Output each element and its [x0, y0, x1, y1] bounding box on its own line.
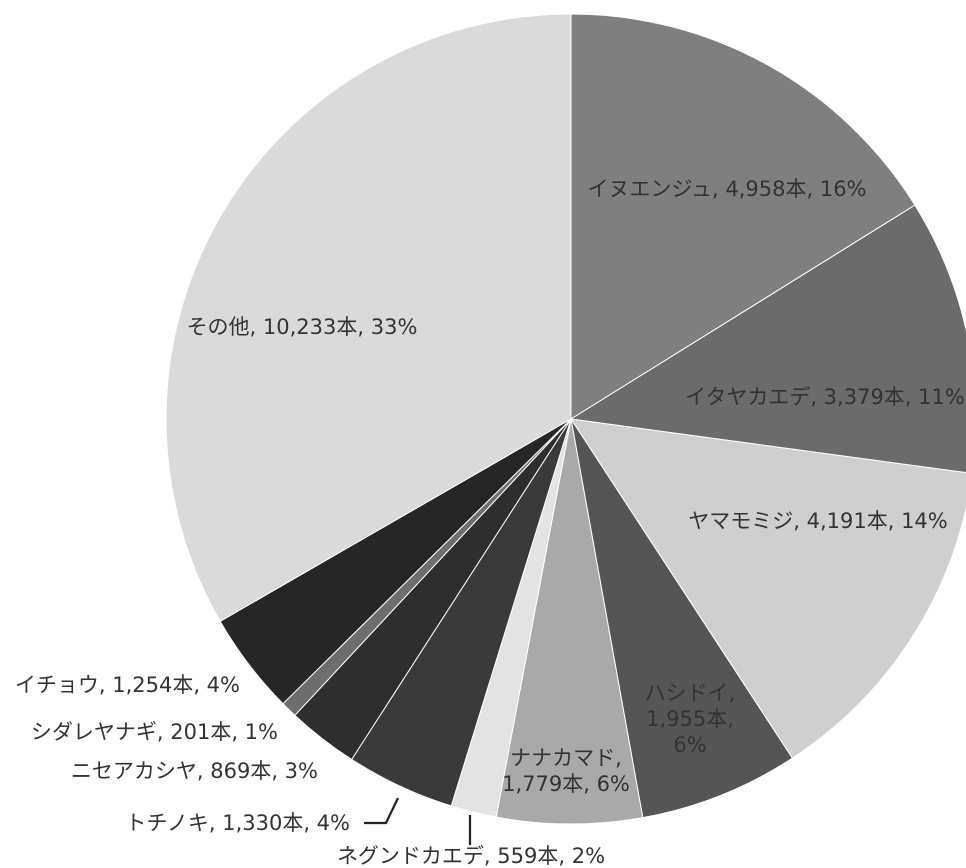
slice-label-11: その他, 10,233本, 33% [187, 315, 418, 339]
slice-label-1: イヌエンジュ, 4,958本, 16% [587, 177, 866, 201]
slice-label-2: イタヤカエデ, 3,379本, 11% [685, 385, 965, 409]
slice-label-line: イタヤカエデ, 3,379本, 11% [685, 385, 965, 409]
slice-label-line: ナナカマド, [510, 746, 622, 770]
leader-line-tochinoki [364, 798, 398, 823]
slice-label-7: トチノキ, 1,330本, 4% [125, 811, 350, 835]
pie-slices [166, 14, 966, 824]
slice-label-line: 6% [673, 733, 706, 757]
slice-label-line: ニセアカシヤ, 869本, 3% [71, 759, 318, 783]
slice-label-3: ヤマモミジ, 4,191本, 14% [688, 509, 948, 533]
slice-label-8: ニセアカシヤ, 869本, 3% [71, 759, 318, 783]
slice-label-line: イチョウ, 1,254本, 4% [15, 673, 240, 697]
slice-label-line: ハシドイ, [645, 681, 736, 705]
slice-label-line: イヌエンジュ, 4,958本, 16% [587, 177, 866, 201]
slice-label-line: 1,955本, [646, 707, 734, 731]
slice-label-9: シダレヤナギ, 201本, 1% [31, 720, 278, 744]
slice-label-line: トチノキ, 1,330本, 4% [125, 811, 350, 835]
slice-label-line: 1,779本, 6% [502, 772, 630, 796]
slice-label-line: ヤマモミジ, 4,191本, 14% [688, 509, 948, 533]
slice-label-line: その他, 10,233本, 33% [187, 315, 418, 339]
slice-label-6: ネグンドカエデ, 559本, 2% [337, 844, 605, 868]
slice-label-line: ネグンドカエデ, 559本, 2% [337, 844, 605, 868]
slice-label-line: シダレヤナギ, 201本, 1% [31, 720, 278, 744]
slice-label-10: イチョウ, 1,254本, 4% [15, 673, 240, 697]
